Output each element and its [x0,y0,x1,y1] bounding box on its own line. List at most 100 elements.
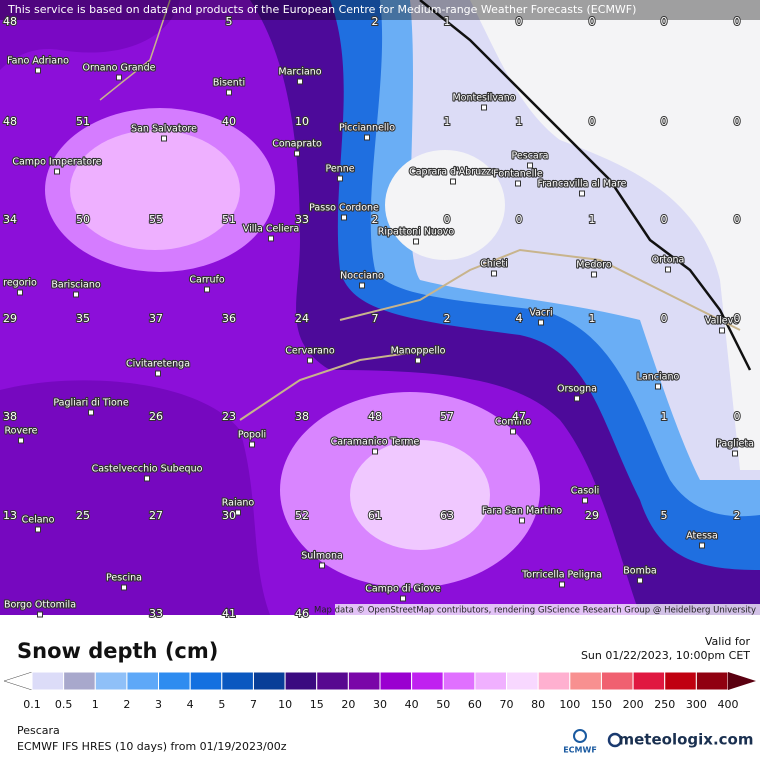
colorbar-swatch [664,671,697,691]
grid-value: 0 [516,15,523,28]
place-marker [415,357,421,364]
footer-model: ECMWF IFS HRES (10 days) from 01/19/2023… [17,740,287,753]
place-marker [372,448,378,455]
place-marker [155,370,161,377]
grid-value: 0 [734,15,741,28]
place-marker [491,270,497,277]
place-marker [319,562,325,569]
place-name: Pescara [512,151,549,162]
grid-value: 2 [444,312,451,325]
place-name: Caprara d'Abruzzo [409,167,497,178]
place-marker [17,289,23,296]
grid-value: 37 [149,312,163,325]
colorbar-tick-label: 40 [405,698,419,711]
colorbar-tick-label: 100 [559,698,580,711]
place-marker [294,150,300,157]
place-name: Comino [495,417,531,428]
grid-value: 24 [295,312,309,325]
colorbar-tick-label: 7 [250,698,257,711]
place-name: Civitaretenga [126,359,190,370]
colorbar-swatch [442,671,476,691]
place-name: Ripattoni Nuovo [378,227,455,238]
grid-value: 2 [734,509,741,522]
place-marker [37,611,43,618]
brand: meteologix.com [619,731,754,749]
place-marker [559,581,565,588]
place-marker [121,584,127,591]
place-name: Villa Celiera [243,224,299,235]
grid-value: 51 [222,213,236,226]
grid-value: 0 [444,213,451,226]
colorbar-swatch [411,671,444,691]
place-marker [665,266,671,273]
place-marker [519,517,525,524]
place-name: Fano Adriano [7,56,69,67]
grid-value: 51 [76,115,90,128]
grid-value: 26 [149,410,163,423]
colorbar-tick-label: 150 [591,698,612,711]
place-marker [18,437,24,444]
place-marker [144,475,150,482]
colorbar-tick-label: 250 [654,698,675,711]
places: Fano Adriano Ornano Grande Bisenti Marciano… [2,54,755,618]
grid-value: 0 [734,312,741,325]
place-marker [732,450,738,457]
grid-value: 0 [661,115,668,128]
place-marker [515,180,521,187]
colorbar-tick-label: 60 [468,698,482,711]
colorbar-swatch [474,671,508,691]
place-marker [337,175,343,182]
grid-value: 1 [444,115,451,128]
grid-value: 48 [3,115,17,128]
grid-value: 4 [516,312,523,325]
place-name: Cervarano [285,346,335,357]
place-name: Nocciano [340,271,384,282]
place-marker [116,74,122,81]
grid-value: 63 [440,509,454,522]
colorbar-swatch [284,671,318,691]
colorbar-tick-label: 4 [187,698,194,711]
grid-value: 5 [226,15,233,28]
colorbar-tick-label: 300 [686,698,707,711]
colorbar-swatch [189,671,223,691]
place-name: Vallevo [705,316,739,327]
place-name: Bomba [623,566,656,577]
colorbar-tick-label: 1 [92,698,99,711]
grid-value: 38 [3,410,17,423]
place-marker [579,190,585,197]
place-marker [161,135,167,142]
grid-value: 1 [589,213,596,226]
place-name: Campo di Giove [365,584,441,595]
place-marker [249,441,255,448]
place-marker [582,497,588,504]
ecmwf-logo: ECMWF [563,746,597,755]
place-name: Pescina [106,573,142,584]
place-marker [364,134,370,141]
place-name: Ortona [652,255,685,266]
place-name: Bisenti [213,78,245,89]
place-name: Atessa [686,531,718,542]
place-name: Fontanelle [493,169,543,180]
place-name: Caramanico Terme [331,437,420,448]
grid-value: 2 [372,15,379,28]
attribution-bg [335,604,760,616]
valid-time: Sun 01/22/2023, 10:00pm CET [581,649,750,662]
colorbar-tick-label: 70 [500,698,514,711]
grid-value: 35 [76,312,90,325]
grid-value: 34 [3,213,17,226]
place-marker [35,67,41,74]
place-name: Manoppello [391,346,446,357]
grid-value: 41 [222,607,236,620]
place-marker [341,214,347,221]
grid-value: 5 [661,509,668,522]
grid-value: 47 [512,410,526,423]
place-name: Sulmona [301,551,343,562]
place-marker [359,282,365,289]
place-marker [400,595,406,602]
colorbar-swatch [63,671,96,691]
colorbar-swatch [600,671,634,691]
place-marker [699,542,705,549]
place-name: Paglieta [716,439,754,450]
grid-value: 33 [149,607,163,620]
